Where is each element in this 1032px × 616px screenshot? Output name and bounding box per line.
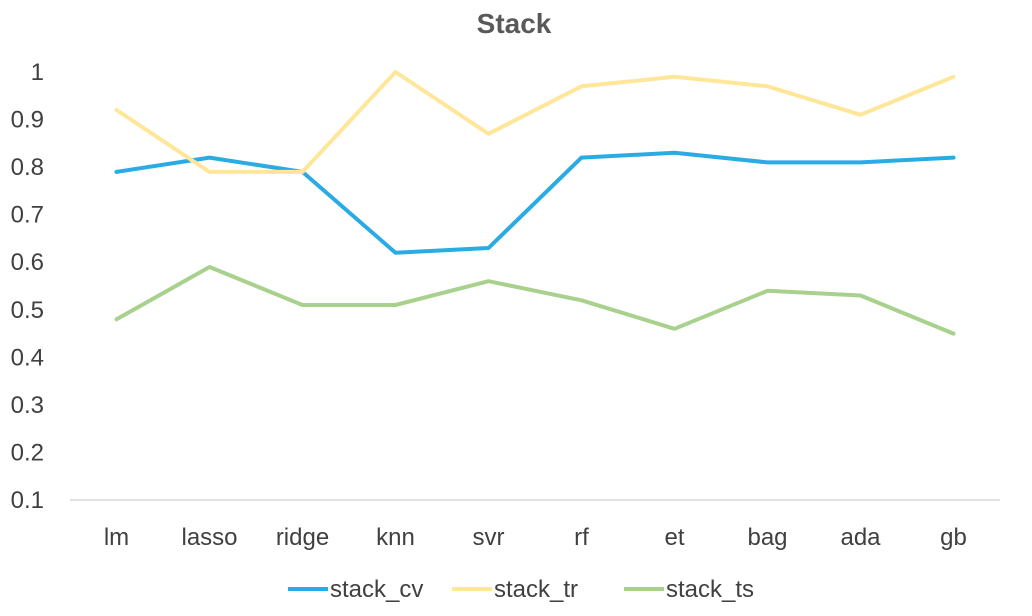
y-tick-label: 0.8: [11, 154, 44, 181]
y-tick-label: 0.9: [11, 107, 44, 134]
x-tick-label: et: [664, 524, 684, 551]
legend-label: stack_tr: [494, 576, 578, 603]
x-tick-label: lm: [104, 524, 129, 551]
x-tick-label: ada: [840, 524, 881, 551]
x-axis-tick-labels: lm lasso ridge knn svr rf et bag ada gb: [104, 524, 967, 551]
legend-label: stack_cv: [330, 576, 423, 603]
y-tick-label: 0.1: [11, 487, 44, 514]
legend-label: stack_ts: [666, 576, 754, 603]
y-axis-tick-labels: 0.1 0.2 0.3 0.4 0.5 0.6 0.7 0.8 0.9 1: [11, 59, 44, 514]
y-tick-label: 0.3: [11, 392, 44, 419]
y-tick-label: 0.5: [11, 297, 44, 324]
x-tick-label: rf: [574, 524, 589, 551]
series-lines: [114, 70, 956, 336]
x-tick-label: ridge: [276, 524, 329, 551]
y-tick-label: 0.2: [11, 439, 44, 466]
legend-item: stack_ts: [624, 576, 754, 603]
series-line-stack_tr: [114, 70, 956, 174]
y-tick-label: 0.6: [11, 249, 44, 276]
legend-item: stack_cv: [288, 576, 423, 603]
legend: stack_cv stack_tr stack_ts: [288, 576, 754, 603]
series-line-stack_cv: [114, 150, 956, 255]
chart-title: Stack: [477, 8, 552, 39]
x-tick-label: svr: [473, 524, 505, 551]
x-tick-label: bag: [747, 524, 787, 551]
x-tick-label: knn: [376, 524, 415, 551]
y-tick-label: 0.4: [11, 344, 44, 371]
legend-item: stack_tr: [452, 576, 578, 603]
series-line-stack_ts: [114, 265, 956, 336]
y-tick-label: 0.7: [11, 202, 44, 229]
x-tick-label: lasso: [181, 524, 237, 551]
y-tick-label: 1: [31, 59, 44, 86]
x-tick-label: gb: [940, 524, 967, 551]
